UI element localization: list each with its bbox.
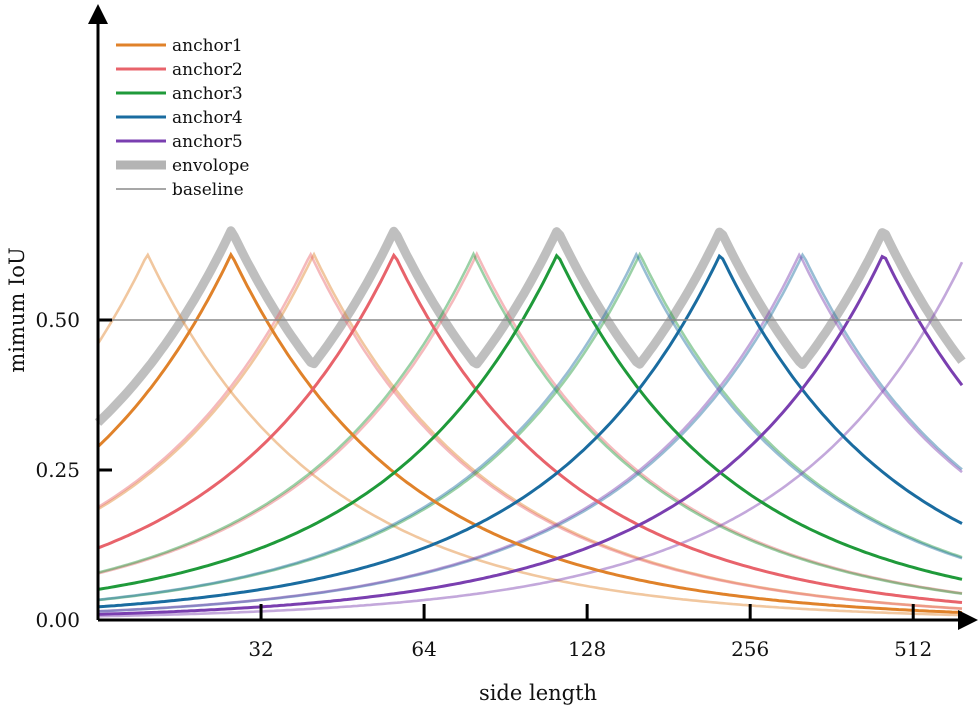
series-line-anchor4-variant-2 [97, 252, 963, 613]
x-tick-label-256: 256 [731, 637, 769, 661]
x-axis-title: side length [479, 681, 597, 705]
y-tick-label-0.25: 0.25 [35, 458, 80, 482]
x-tick-label-512: 512 [894, 637, 932, 661]
legend-label-anchor4: anchor4 [172, 108, 243, 128]
x-tick-label-64: 64 [411, 637, 436, 661]
legend-label-anchor3: anchor3 [172, 84, 243, 104]
y-axis-arrow [88, 4, 108, 24]
x-tick-label-128: 128 [568, 637, 606, 661]
series-line-anchor2-variant-1 [97, 251, 963, 610]
series-line-anchor3-variant-2 [97, 251, 963, 602]
series-line-anchor1 [96, 251, 963, 614]
series-line-anchor3 [97, 253, 963, 591]
series-line-anchor3-variant-1 [97, 250, 963, 595]
y-tick-label-0.00: 0.00 [35, 608, 80, 632]
x-tick-label-32: 32 [248, 637, 273, 661]
legend-label-anchor2: anchor2 [172, 60, 243, 80]
x-axis-arrow [958, 610, 978, 630]
legend-label-anchor5: anchor5 [172, 132, 243, 152]
series-line-anchor2 [97, 252, 963, 604]
series-line-anchor1-variant-2 [97, 251, 963, 610]
envelope-line [94, 226, 966, 426]
legend-label-envolope: envolope [172, 156, 249, 176]
axes: 32 64 128 256 512 0.00 0.25 0.50 [35, 4, 978, 661]
series-line-anchor5-variant-1 [97, 252, 963, 613]
series-line-anchor5 [97, 254, 964, 616]
y-tick-label-0.50: 0.50 [35, 308, 80, 332]
series-line-anchor1-variant-1 [96, 252, 963, 617]
legend-label-baseline: baseline [172, 180, 244, 200]
series-line-anchor4-variant-1 [97, 251, 963, 601]
y-axis-title: mimum IoU [5, 247, 29, 372]
plot-area [94, 226, 966, 618]
series-line-anchor5-variant-2 [97, 261, 964, 618]
legend-label-anchor1: anchor1 [172, 36, 243, 56]
series-line-anchor4 [97, 253, 963, 609]
legend: anchor1 anchor2 anchor3 anchor4 anchor5 envol… [116, 36, 249, 200]
series-line-anchor2-variant-2 [97, 251, 963, 595]
